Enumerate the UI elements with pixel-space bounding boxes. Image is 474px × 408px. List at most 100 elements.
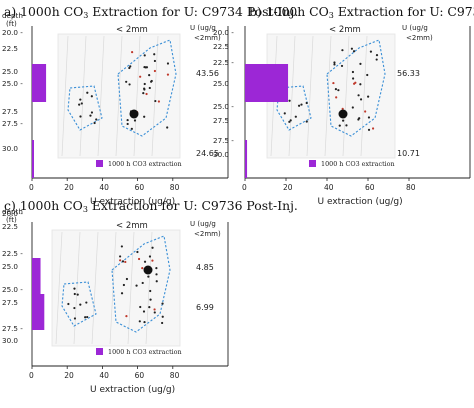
value-column-header-unit: <2mm)	[194, 230, 221, 238]
analysis-spot	[305, 101, 308, 105]
analysis-spot	[367, 95, 370, 98]
analysis-spot	[148, 73, 151, 77]
x-axis-label: U extraction (ug/g)	[90, 197, 175, 207]
analysis-spot	[364, 110, 367, 113]
analysis-spot	[366, 73, 369, 77]
depth-bar	[245, 140, 248, 178]
analysis-spot	[166, 73, 170, 76]
analysis-spot	[119, 255, 122, 258]
size-fraction-label: < 2mm	[116, 25, 148, 35]
analysis-spot	[332, 81, 335, 85]
analysis-spot	[84, 316, 87, 319]
depth-tick-label: 22.5 -	[213, 58, 234, 67]
analysis-spot	[289, 119, 292, 122]
depth-tick-label: 22.5	[213, 42, 229, 51]
x-tick-label: 80	[170, 371, 180, 380]
analysis-spot	[143, 54, 146, 57]
analysis-spot	[350, 47, 353, 50]
analysis-spot	[73, 317, 77, 320]
analysis-spot	[149, 298, 152, 301]
analysis-spot	[143, 320, 146, 324]
uranium-hotspot-marker	[129, 109, 139, 119]
image-texture-line	[133, 35, 141, 157]
analysis-spot	[153, 53, 156, 56]
x-tick-label: 40	[99, 183, 109, 192]
analysis-spot	[359, 83, 362, 86]
value-label: 10.71	[397, 149, 420, 158]
analysis-spot	[161, 302, 164, 305]
analysis-spot	[76, 293, 79, 296]
depth-bar	[32, 64, 47, 102]
analysis-spot	[340, 64, 344, 68]
analysis-spot	[151, 246, 154, 249]
image-texture-line	[306, 35, 314, 157]
uranium-hotspot-marker	[338, 109, 348, 119]
image-texture-line	[61, 35, 69, 157]
analysis-spot	[86, 91, 89, 94]
depth-tick-label: 27.5 -	[2, 119, 23, 128]
analysis-spot	[149, 289, 152, 293]
analysis-spot	[359, 98, 363, 101]
image-texture-line	[91, 231, 99, 345]
analysis-spot	[145, 92, 148, 96]
analysis-spot	[67, 302, 70, 306]
analysis-spot	[369, 50, 373, 53]
value-column-header: U (ug/g	[190, 220, 216, 228]
y-axis-label: depth	[2, 207, 23, 216]
analysis-spot	[352, 50, 356, 53]
image-texture-line	[145, 231, 153, 345]
depth-bar	[245, 64, 289, 102]
analysis-spot	[90, 111, 94, 114]
analysis-spot	[341, 49, 344, 52]
analysis-spot	[153, 59, 157, 63]
image-texture-line	[115, 35, 123, 157]
depth-tick-label: 22.5 -	[2, 249, 23, 258]
spot-region-outline	[117, 39, 177, 137]
analysis-spot	[161, 315, 164, 318]
image-texture-line	[288, 35, 296, 157]
analysis-spot	[143, 115, 146, 118]
x-tick-label: 0	[242, 183, 247, 192]
analysis-spot	[137, 257, 141, 261]
depth-tick-label: 20.0 -	[2, 209, 23, 218]
value-label: 56.33	[397, 69, 420, 78]
analysis-spot	[90, 95, 93, 98]
analysis-spot	[136, 250, 139, 254]
uranium-hotspot-marker	[143, 265, 153, 275]
analysis-spot	[133, 119, 137, 122]
analysis-spot	[89, 114, 92, 117]
analysis-spot	[367, 128, 371, 131]
analysis-spot	[95, 118, 98, 121]
analysis-spot	[357, 94, 360, 97]
value-label: 24.65	[196, 149, 219, 158]
depth-tick-label: 30.0	[2, 144, 18, 153]
analysis-spot	[147, 275, 150, 278]
analysis-spot	[148, 306, 151, 309]
analysis-spot	[333, 61, 336, 64]
image-texture-line	[360, 35, 368, 157]
depth-tick-label: 27.5	[213, 116, 229, 125]
depth-tick-label: 25.0 -	[2, 285, 23, 294]
analysis-spot	[288, 99, 291, 102]
analysis-spot	[153, 69, 157, 73]
x-tick-label: 80	[406, 183, 416, 192]
analysis-spot	[375, 54, 379, 57]
depth-tick-label: 27.5 -	[213, 136, 234, 145]
analysis-spot	[119, 259, 122, 262]
analysis-spot	[135, 284, 138, 287]
analysis-spot	[288, 120, 291, 123]
depth-tick-label: 25.0	[213, 79, 229, 88]
image-texture-line	[151, 35, 159, 157]
analysis-spot	[120, 245, 123, 248]
x-tick-label: 60	[135, 371, 145, 380]
thin-section-image	[51, 229, 181, 347]
analysis-spot	[143, 260, 147, 263]
y-axis-label-unit: (ft)	[6, 19, 17, 28]
analysis-spot	[130, 127, 133, 130]
analysis-spot	[93, 121, 96, 125]
analysis-spot	[143, 82, 146, 86]
analysis-spot	[148, 255, 152, 258]
value-label: 6.99	[196, 303, 214, 312]
image-texture-line	[55, 231, 63, 345]
analysis-spot	[155, 267, 158, 270]
